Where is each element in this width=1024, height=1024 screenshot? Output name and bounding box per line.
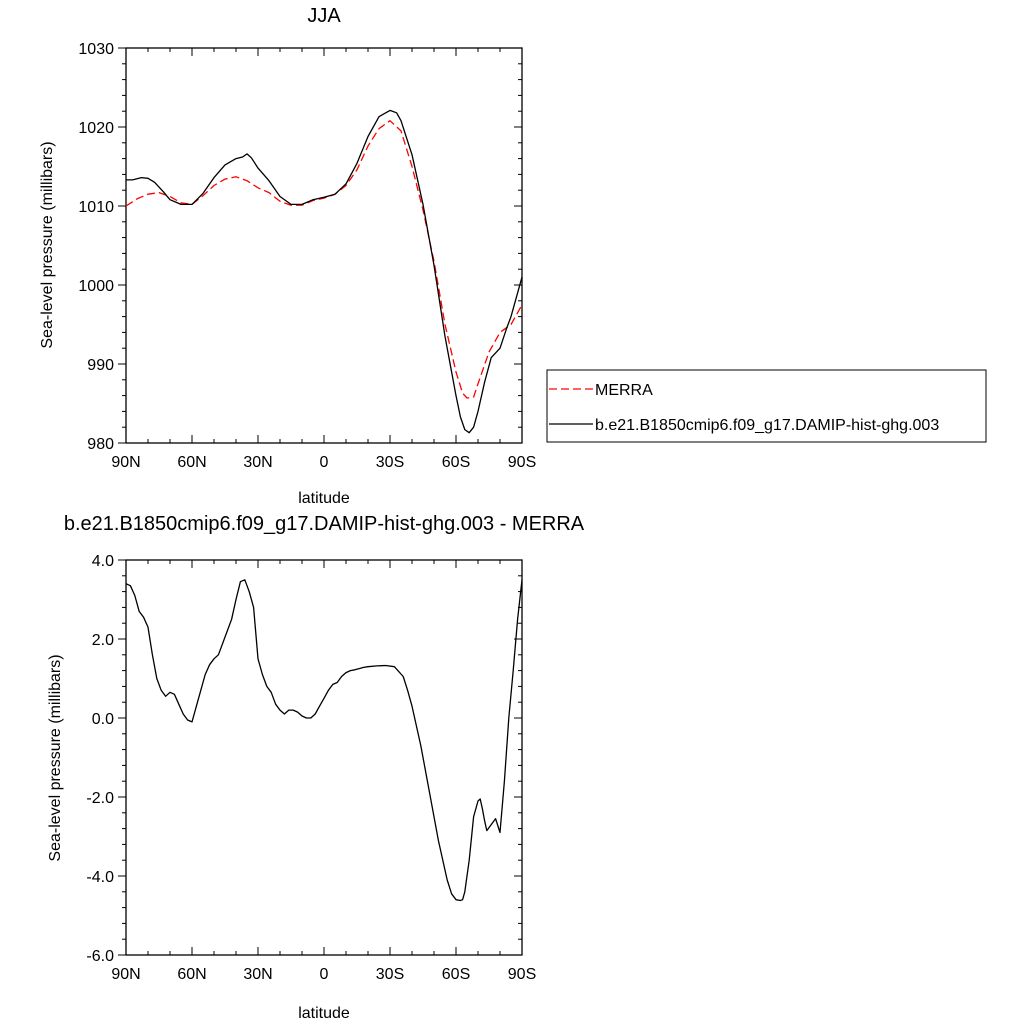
- top-series-line-1: [126, 109, 523, 434]
- top-x-tick-label: 30N: [243, 454, 272, 471]
- bottom-y-tick-label: 4.0: [92, 553, 114, 570]
- top-plot-frame: [125, 47, 523, 444]
- top-plot-area: 90N 60N 30N 0 30S 60S 90S 980 990 1000 1010 1020 103…: [78, 41, 536, 471]
- top-series-line-0: [125, 120, 523, 399]
- top-x-tick-label: 0: [320, 454, 329, 471]
- bottom-chart-title: b.e21.B1850cmip6.f09_g17.DAMIP-hist-ghg.…: [64, 513, 585, 535]
- top-x-tick-label: 60N: [177, 454, 206, 471]
- top-x-tick-label: 60S: [442, 454, 470, 471]
- bottom-y-tick-label: -4.0: [86, 869, 114, 886]
- top-y-tick-label: 1020: [78, 120, 114, 137]
- top-chart-title: JJA: [307, 5, 341, 27]
- bottom-y-tick-label: -2.0: [86, 790, 114, 807]
- bottom-x-tick-label: 60N: [177, 966, 206, 983]
- bottom-x-tick-label: 30N: [243, 966, 272, 983]
- bottom-y-tick-label: -6.0: [86, 948, 114, 965]
- top-y-tick-label: 980: [87, 436, 114, 453]
- bottom-x-tick-label: 0: [320, 966, 329, 983]
- bottom-x-tick-label: 30S: [376, 966, 404, 983]
- bottom-panel-difference: b.e21.B1850cmip6.f09_g17.DAMIP-hist-ghg.…: [47, 513, 585, 1022]
- top-x-axis-label: latitude: [298, 490, 350, 507]
- top-y-axis-label: Sea-level pressure (millibars): [39, 141, 56, 348]
- bottom-x-axis-label: latitude: [298, 1005, 350, 1022]
- top-legend: MERRA b.e21.B1850cmip6.f09_g17.DAMIP-his…: [546, 369, 987, 443]
- bottom-y-tick-label: 2.0: [92, 632, 114, 649]
- bottom-y-tick-label: 0.0: [92, 711, 114, 728]
- legend-label-model: b.e21.B1850cmip6.f09_g17.DAMIP-hist-ghg.…: [595, 417, 939, 434]
- top-x-tick-label: 30S: [376, 454, 404, 471]
- top-x-tick-label: 90S: [508, 454, 536, 471]
- legend-box: [546, 369, 987, 443]
- bottom-plot-frame: [125, 559, 523, 956]
- top-y-tick-label: 990: [87, 357, 114, 374]
- bottom-x-tick-label: 90N: [111, 966, 140, 983]
- top-x-tick-label: 90N: [111, 454, 140, 471]
- bottom-x-tick-label: 60S: [442, 966, 470, 983]
- legend-label-merra: MERRA: [595, 382, 653, 399]
- top-y-tick-label: 1010: [78, 199, 114, 216]
- top-y-tick-label: 1000: [78, 278, 114, 295]
- bottom-x-tick-label: 90S: [508, 966, 536, 983]
- bottom-series-line-0: [125, 579, 523, 902]
- bottom-plot-area: 90N 60N 30N 0 30S 60S 90S -6.0 -4.0 -2.0 0.0 2.0 4.0: [86, 553, 536, 983]
- bottom-y-axis-label: Sea-level pressure (millibars): [47, 654, 64, 861]
- top-y-tick-label: 1030: [78, 41, 114, 58]
- top-panel-jja: JJA 90N 60N 30N 0 30S 60S 90S 980 990 1000 1010 102…: [39, 5, 987, 507]
